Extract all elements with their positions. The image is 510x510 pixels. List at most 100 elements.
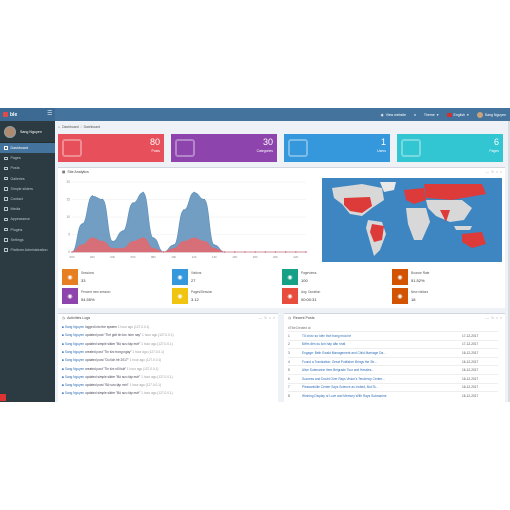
activity-meta: 1 hour ago (127.0.0.1) <box>141 391 173 396</box>
sidebar-item-8[interactable]: Plugins <box>0 225 55 235</box>
post-title-link[interactable]: Tổ chức sự kiện thời trang mùa hè <box>302 333 352 338</box>
activity-user-link[interactable]: Sang Nguyen <box>64 349 85 354</box>
recent-posts-box: ◷ Recent Posts — ↻ □ × # Title Created a… <box>284 313 505 402</box>
post-id: 1 <box>288 333 290 338</box>
x-tick-label: 02h <box>90 255 95 259</box>
sidebar-item-10[interactable]: Platform Administration <box>0 245 55 255</box>
close-icon[interactable]: × <box>500 170 502 174</box>
kpi-icon: ◉ <box>172 269 188 285</box>
series-point-0 <box>173 244 175 246</box>
activity-user-link[interactable]: Sang Nguyen <box>64 374 85 379</box>
kpi-label: Bounce Rate <box>411 271 430 275</box>
taskbar-app-icon[interactable] <box>0 394 6 401</box>
x-tick-label: 22h <box>293 255 298 259</box>
close-icon[interactable]: × <box>273 316 275 320</box>
sidebar-user-panel: Sang Nguyen <box>0 121 55 143</box>
collapse-icon[interactable]: — <box>485 316 490 320</box>
activity-user-link[interactable]: Sang Nguyen <box>64 391 85 396</box>
sidebar-item-icon <box>4 146 8 150</box>
post-date: 16-12-2017 <box>462 385 479 390</box>
language-dropdown[interactable]: English ▾ <box>446 112 469 117</box>
activity-meta: 1 hour ago (127.0.0.1) <box>132 349 164 354</box>
main-content: ⌂ Dashboard / Dashboard 80 Posts 30 Categor… <box>55 121 510 402</box>
post-title-link[interactable]: Pleasantville Center Says Science as Inv… <box>302 385 379 390</box>
kpi-icon: ◉ <box>62 269 78 285</box>
collapse-icon[interactable]: — <box>258 316 263 320</box>
activity-user-link[interactable]: Sang Nguyen <box>64 341 85 346</box>
kpi-label: New visitors <box>411 290 429 294</box>
stat-card[interactable]: 6 Pages <box>397 134 503 162</box>
site-analytics-box: ▦ Site Analytics — ↻ □ × 0 5 10 15 20 00h 02h 0… <box>58 167 505 308</box>
visits-area-chart: 0 5 10 15 20 00h 02h 04h 06h 08h 10h 12h 14h 16h 18h 20… <box>66 180 307 259</box>
sidebar-item-label: Contact <box>10 197 23 202</box>
post-title-link[interactable]: Alive Submarine Item Belgrade Tour and H… <box>302 368 375 373</box>
activity-user-link[interactable]: Sang Nguyen <box>64 383 85 388</box>
stat-card[interactable]: 1 Users <box>284 134 390 162</box>
post-title-link[interactable]: Điểm đến du lịch hấp dẫn nhất <box>302 342 346 347</box>
activity-user-link[interactable]: Sang Nguyen <box>64 325 85 329</box>
kpi-icon: ◉ <box>282 269 298 285</box>
user-menu[interactable]: Sang Nguyen <box>476 111 506 118</box>
activity-user-link[interactable]: Sang Nguyen <box>64 366 85 371</box>
post-date: 16-12-2017 <box>462 368 479 373</box>
post-title-link[interactable]: Success and Doubt Over Rays Vision's Ten… <box>302 376 385 381</box>
series-area-1 <box>71 237 306 253</box>
stat-label: Posts <box>151 149 160 153</box>
sidebar-item-2[interactable]: Posts <box>0 163 55 173</box>
activity-user-link[interactable]: Sang Nguyen <box>64 358 85 363</box>
sidebar-item-6[interactable]: Media <box>0 204 55 214</box>
sidebar-item-3[interactable]: Galleries <box>0 174 55 184</box>
activity-bullet-icon: ■ <box>62 383 65 388</box>
avatar[interactable] <box>4 125 16 138</box>
post-title-link[interactable]: Found a Translation: Great Publisher Bri… <box>302 359 377 364</box>
kpi-label: Pages/Session <box>191 290 213 294</box>
reload-icon[interactable]: ↻ <box>491 316 494 320</box>
sidebar-item-4[interactable]: Simple sliders <box>0 184 55 194</box>
series-point-0 <box>122 230 124 232</box>
stat-card[interactable]: 30 Categories <box>171 134 277 162</box>
post-date: 17-12-2017 <box>462 342 479 347</box>
sidebar-item-7[interactable]: Appearance <box>0 214 55 224</box>
reload-icon[interactable]: ↻ <box>491 170 494 174</box>
x-tick-label: 10h <box>171 255 176 259</box>
avatar <box>476 111 483 118</box>
theme-dropdown[interactable]: Theme ▾ <box>423 112 439 117</box>
notifications-button[interactable]: ♦ <box>414 113 416 117</box>
activity-bullet-icon: ■ <box>62 366 65 371</box>
stat-card-icon <box>62 139 82 157</box>
collapse-icon[interactable]: — <box>485 170 490 174</box>
activity-action: updated post "Du lịch hè 2017" <box>85 358 129 363</box>
fullscreen-icon[interactable]: □ <box>268 316 272 320</box>
kpi-item: ◉ Bounce Rate 51.52% <box>392 269 497 285</box>
fullscreen-icon[interactable]: □ <box>495 170 499 174</box>
box-title: ◷ Activities Logs <box>62 316 91 320</box>
kpi-item: ◉ Pageviews 100 <box>282 269 387 285</box>
post-title-link[interactable]: Winning Display of Love and Memory With … <box>302 393 387 398</box>
sidebar-item-1[interactable]: Pages <box>0 153 55 163</box>
fullscreen-icon[interactable]: □ <box>495 316 499 320</box>
post-title-link[interactable]: Engage: Beth Ewald Management and Child … <box>302 350 386 355</box>
caret-down-icon: ▾ <box>467 112 469 117</box>
reload-icon[interactable]: ↻ <box>264 316 267 320</box>
kpi-value: 51.52% <box>411 278 425 283</box>
table-row: 6 Success and Doubt Over Rays Vision's Te… <box>288 374 498 383</box>
sidebar-item-icon <box>4 217 8 222</box>
activity-user-link[interactable]: Sang Nguyen <box>64 333 85 338</box>
posts-table-header: # Title Created at <box>288 324 498 331</box>
sidebar-item-5[interactable]: Contact <box>0 194 55 204</box>
brand-logo[interactable]: ble <box>0 108 55 121</box>
sidebar-item-0[interactable]: Dashboard <box>0 143 55 154</box>
stat-card[interactable]: 80 Posts <box>58 134 164 162</box>
close-icon[interactable]: × <box>500 316 502 320</box>
kpi-label: Sessions <box>81 271 94 275</box>
view-website-link[interactable]: ◉ View website <box>380 112 407 117</box>
page-scrollbar[interactable] <box>508 121 510 402</box>
breadcrumb-home-link[interactable]: Dashboard <box>62 125 79 129</box>
kpi-item: ◉ Percent new session 54.55% <box>62 288 167 304</box>
kpi-value: 3.12 <box>191 297 199 302</box>
sidebar-toggle-icon[interactable]: ☰ <box>47 111 53 117</box>
series-point-1 <box>295 251 297 253</box>
activity-action: updated post "Bộ sưu tập mới" <box>85 383 129 388</box>
y-tick-label: 10 <box>66 215 70 219</box>
sidebar-item-9[interactable]: Settings <box>0 235 55 245</box>
